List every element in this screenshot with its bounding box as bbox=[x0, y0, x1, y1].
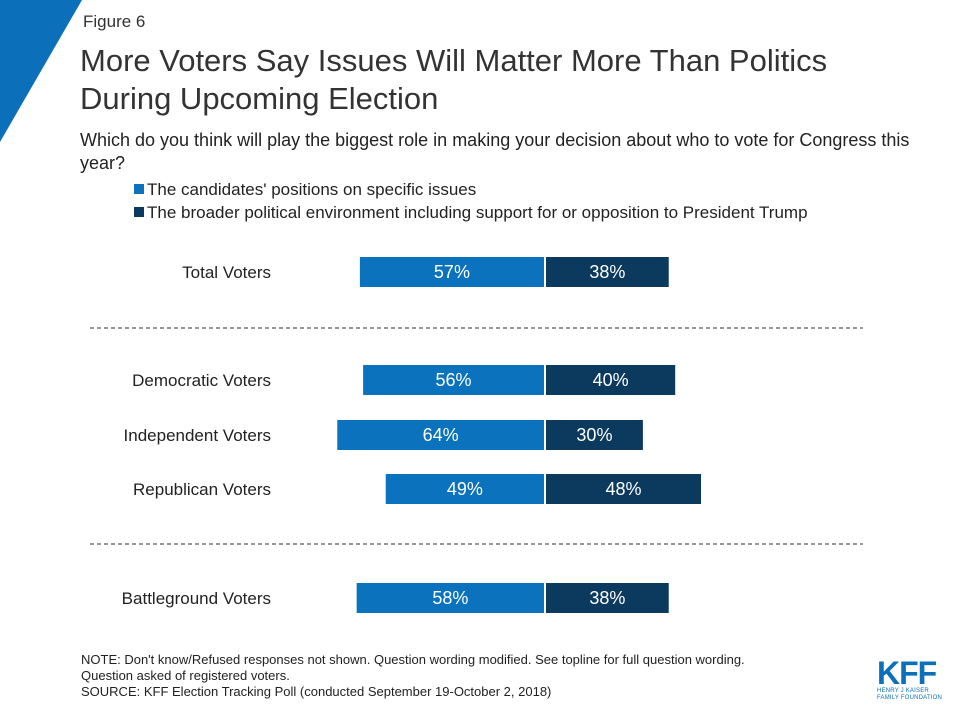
corner-accent-shape bbox=[0, 0, 82, 142]
category-label-battleground-voters: Battleground Voters bbox=[122, 589, 271, 608]
legend-item-environment: The broader political environment includ… bbox=[134, 203, 808, 223]
data-label-issues-democratic-voters: 56% bbox=[436, 370, 472, 390]
data-label-issues-republican-voters: 49% bbox=[447, 479, 483, 499]
category-label-total-voters: Total Voters bbox=[182, 263, 271, 282]
data-label-environment-republican-voters: 48% bbox=[606, 479, 642, 499]
data-label-issues-total-voters: 57% bbox=[434, 262, 470, 282]
bar-issues-battleground-voters bbox=[356, 583, 544, 613]
legend-item-issues: The candidates' positions on specific is… bbox=[134, 180, 476, 200]
data-label-environment-battleground-voters: 38% bbox=[589, 588, 625, 608]
corner-accent-triangle bbox=[0, 0, 82, 142]
bar-issues-democratic-voters bbox=[363, 365, 544, 395]
source-line: SOURCE: KFF Election Tracking Poll (cond… bbox=[81, 684, 552, 699]
data-label-environment-democratic-voters: 40% bbox=[593, 370, 629, 390]
chart-subtitle: Which do you think will play the biggest… bbox=[80, 130, 910, 173]
legend-swatch-issues bbox=[134, 184, 144, 194]
kff-logo-subtitle: HENRY J KAISER FAMILY FOUNDATION bbox=[877, 688, 947, 702]
category-label-republican-voters: Republican Voters bbox=[133, 480, 271, 499]
data-label-environment-independent-voters: 30% bbox=[576, 425, 612, 445]
bar-environment-total-voters bbox=[546, 257, 669, 287]
legend-swatch-environment bbox=[134, 207, 144, 217]
bar-issues-republican-voters bbox=[385, 474, 544, 504]
chart-notes: NOTE: Don't know/Refused responses not s… bbox=[81, 652, 861, 700]
bar-issues-independent-voters bbox=[337, 420, 544, 450]
category-label-democratic-voters: Democratic Voters bbox=[132, 371, 271, 390]
figure-label: Figure 6 bbox=[83, 12, 146, 31]
kff-logo-line-1: HENRY J KAISER bbox=[877, 688, 929, 694]
kff-logo-line-2: FAMILY FOUNDATION bbox=[877, 695, 943, 701]
bar-environment-republican-voters bbox=[546, 474, 702, 504]
kff-logo: KFF HENRY J KAISER FAMILY FOUNDATION bbox=[877, 655, 947, 702]
data-label-issues-independent-voters: 64% bbox=[423, 425, 459, 445]
bar-environment-independent-voters bbox=[546, 420, 643, 450]
kff-logo-mark: KFF bbox=[877, 655, 937, 691]
data-label-issues-battleground-voters: 58% bbox=[432, 588, 468, 608]
legend-label-issues: The candidates' positions on specific is… bbox=[147, 180, 477, 199]
legend-label-environment: The broader political environment includ… bbox=[147, 203, 808, 222]
chart-title: More Voters Say Issues Will Matter More … bbox=[80, 43, 828, 116]
note-line-2: Question asked of registered voters. bbox=[81, 668, 290, 683]
bar-environment-battleground-voters bbox=[546, 583, 669, 613]
bar-issues-total-voters bbox=[359, 257, 544, 287]
data-label-environment-total-voters: 38% bbox=[589, 262, 625, 282]
note-line-1: NOTE: Don't know/Refused responses not s… bbox=[81, 652, 745, 667]
bar-environment-democratic-voters bbox=[546, 365, 676, 395]
category-label-independent-voters: Independent Voters bbox=[124, 426, 271, 445]
diverging-bar-chart: Total Voters 57% 38% Democratic Voters 56% 40… bbox=[90, 257, 863, 613]
